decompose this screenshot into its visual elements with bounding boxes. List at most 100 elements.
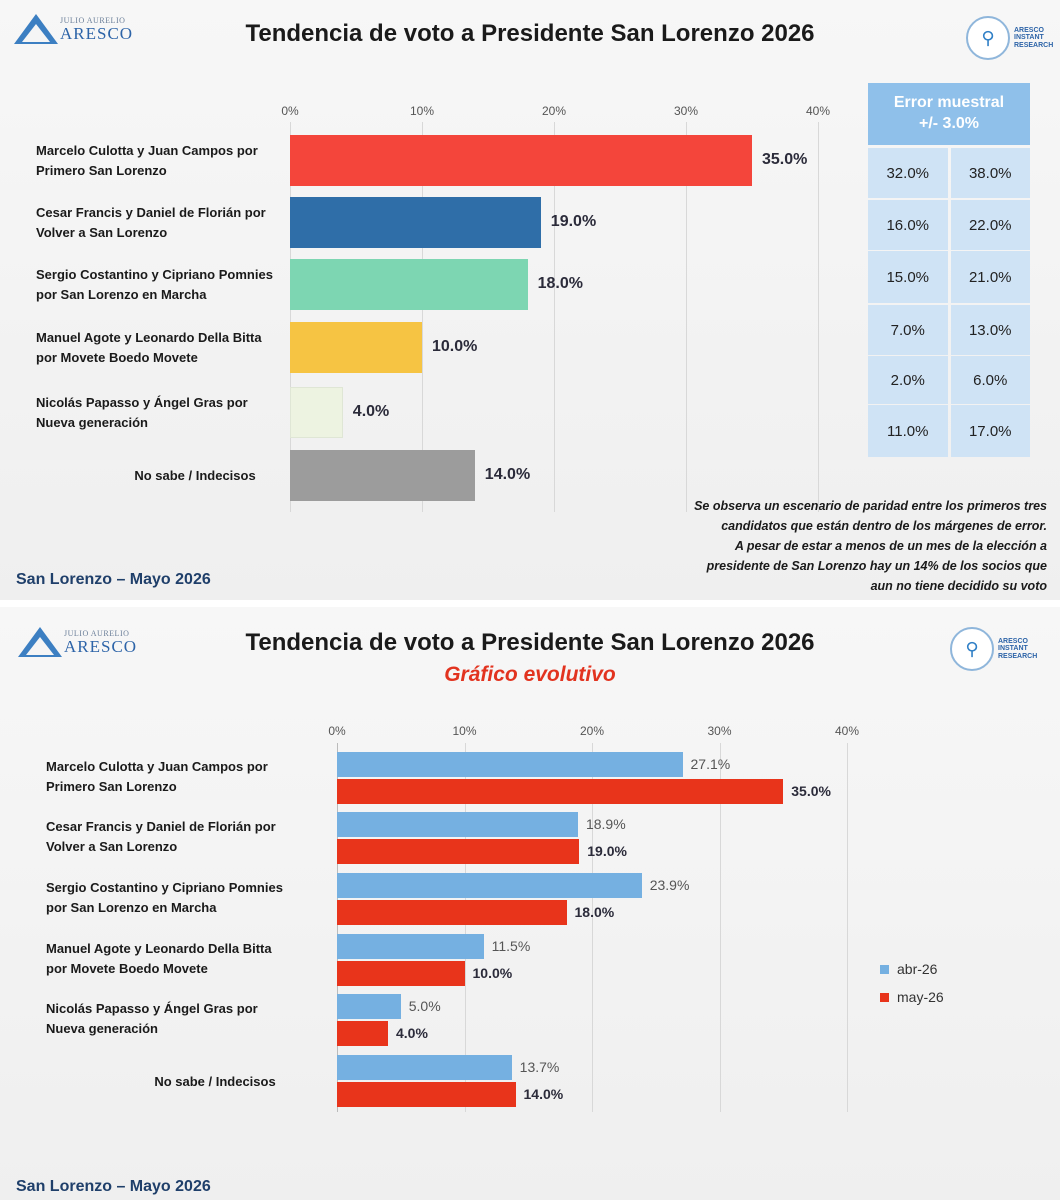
axis-tick-label: 40% xyxy=(805,104,831,118)
bar xyxy=(337,839,580,864)
axis-tick-label: 10% xyxy=(409,104,435,118)
error-low-cell: 16.0% xyxy=(868,200,948,250)
bar-value-label: 18.0% xyxy=(537,275,583,292)
bar xyxy=(337,994,401,1019)
error-high-cell: 17.0% xyxy=(950,405,1030,457)
bar xyxy=(337,1055,512,1080)
error-high-cell: 22.0% xyxy=(950,200,1030,250)
bar xyxy=(290,322,422,373)
category-line: por Movete Boedo Movete xyxy=(46,960,208,976)
bar xyxy=(337,934,484,959)
error-header-line1: Error muestral xyxy=(893,94,1005,112)
error-low-cell: 2.0% xyxy=(868,356,948,404)
aresco-logo: JULIO AURELIO ARESCO xyxy=(18,627,137,657)
category-line: Sergio Costantino y Cipriano Pomnies xyxy=(36,267,273,282)
category-line: Nicolás Papasso y Ángel Gras por xyxy=(46,1001,258,1016)
brand-name: ARESCO xyxy=(64,636,138,656)
category-line: por San Lorenzo en Marcha xyxy=(46,899,217,915)
error-high-cell: 21.0% xyxy=(950,251,1030,303)
category-line: Primero San Lorenzo xyxy=(36,162,167,178)
chart-legend: abr-26 may-26 xyxy=(880,955,944,1011)
bar-value-label: 4.0% xyxy=(396,1025,428,1041)
category-line: No sabe / Indecisos xyxy=(154,1074,276,1089)
brand-small-text: JULIO AURELIO xyxy=(60,15,126,25)
category-line: Marcelo Culotta y Juan Campos por xyxy=(46,759,268,774)
error-row: 16.0% 22.0% xyxy=(868,200,1030,250)
category-label: Cesar Francis y Daniel de Florián por Vol… xyxy=(46,817,316,856)
instant-line1: ARESCO xyxy=(1014,26,1044,34)
category-label: Manuel Agote y Leonardo Della Bitta por M… xyxy=(46,939,316,978)
bar-value-label: 13.7% xyxy=(519,1059,560,1075)
footer-date: San Lorenzo – Mayo 2026 xyxy=(16,1178,211,1195)
error-high-cell: 13.0% xyxy=(950,305,1030,355)
error-row: 2.0% 6.0% xyxy=(868,356,1030,404)
page-title: Tendencia de voto a Presidente San Loren… xyxy=(245,20,815,47)
category-line: Marcelo Culotta y Juan Campos por xyxy=(36,143,258,158)
category-label: Marcelo Culotta y Juan Campos por Primero… xyxy=(36,141,286,180)
category-label: No sabe / Indecisos xyxy=(100,466,290,486)
instant-line2: INSTANT xyxy=(998,645,1028,653)
slide-evolution: JULIO AURELIO ARESCO ⚲ ARESCO INSTANT RE… xyxy=(0,607,1060,1200)
analysis-note: Se observa un escenario de paridad entre… xyxy=(647,496,1047,596)
bar-value-label: 27.1% xyxy=(690,756,731,772)
gridline xyxy=(554,122,555,512)
gridline xyxy=(422,122,423,512)
category-label: Sergio Costantino y Cipriano Pomnies por … xyxy=(46,878,316,917)
bar-value-label: 5.0% xyxy=(408,998,441,1014)
gridline xyxy=(686,122,687,512)
instant-research-icon: ⚲ xyxy=(950,627,994,671)
gridline xyxy=(818,122,819,512)
category-label: Manuel Agote y Leonardo Della Bitta por M… xyxy=(36,328,286,367)
bar xyxy=(337,900,567,925)
error-table-header: Error muestral +/- 3.0% xyxy=(868,83,1030,145)
error-low-cell: 32.0% xyxy=(868,148,948,198)
bar-value-label: 35.0% xyxy=(791,783,831,799)
category-label: No sabe / Indecisos xyxy=(110,1072,320,1092)
error-row: 15.0% 21.0% xyxy=(868,251,1030,303)
note-line: aun no tiene decidido su voto xyxy=(870,579,1047,593)
triangle-logo-icon xyxy=(14,14,58,44)
bar xyxy=(290,197,541,248)
error-row: 7.0% 13.0% xyxy=(868,305,1030,355)
category-line: No sabe / Indecisos xyxy=(134,468,256,483)
category-line: Nueva generación xyxy=(46,1020,158,1036)
brand-name: ARESCO xyxy=(60,23,134,43)
bar xyxy=(337,1082,516,1107)
error-low-cell: 15.0% xyxy=(868,251,948,303)
bar xyxy=(290,135,752,186)
error-row: 32.0% 38.0% xyxy=(868,148,1030,198)
legend-item-may: may-26 xyxy=(880,983,944,1011)
category-line: Nueva generación xyxy=(36,414,148,430)
bar-value-label: 4.0% xyxy=(352,403,390,420)
note-line: presidente de San Lorenzo hay un 14% de … xyxy=(706,559,1047,573)
category-line: Manuel Agote y Leonardo Della Bitta xyxy=(46,941,272,956)
instant-research-logo: ⚲ ARESCO INSTANT RESEARCH xyxy=(950,627,1037,671)
axis-tick-label: 10% xyxy=(452,724,477,738)
legend-swatch-abr xyxy=(880,964,889,974)
bar-value-label: 14.0% xyxy=(484,466,531,483)
bar-value-label: 10.0% xyxy=(472,965,513,981)
gridline xyxy=(290,122,291,512)
bar-value-label: 23.9% xyxy=(649,877,690,893)
triangle-logo-icon xyxy=(18,627,62,657)
instant-line2: INSTANT xyxy=(1014,34,1044,42)
error-header-line2: +/- 3.0% xyxy=(918,115,980,132)
error-high-cell: 38.0% xyxy=(950,148,1030,198)
error-margin-table: Error muestral +/- 3.0% 32.0% 38.0% 16.0% 2… xyxy=(868,83,1030,457)
legend-swatch-may xyxy=(880,992,889,1002)
error-low-cell: 11.0% xyxy=(868,405,948,457)
instant-line1: ARESCO xyxy=(998,637,1028,645)
bar xyxy=(290,387,343,438)
footer-date: San Lorenzo – Mayo 2026 xyxy=(16,571,211,588)
axis-tick-label: 30% xyxy=(707,724,732,738)
category-line: Cesar Francis y Daniel de Florián por xyxy=(36,205,266,220)
category-label: Nicolás Papasso y Ángel Gras por Nueva ge… xyxy=(46,999,316,1038)
bar-value-label: 18.0% xyxy=(574,904,615,920)
value-axis-line xyxy=(337,743,338,1112)
gridline xyxy=(847,743,848,1112)
bar xyxy=(337,812,578,837)
legend-label-abr: abr-26 xyxy=(897,961,938,977)
bar xyxy=(337,1021,388,1046)
error-low-cell: 7.0% xyxy=(868,305,948,355)
note-line: candidatos que están dentro de los márge… xyxy=(721,519,1047,533)
